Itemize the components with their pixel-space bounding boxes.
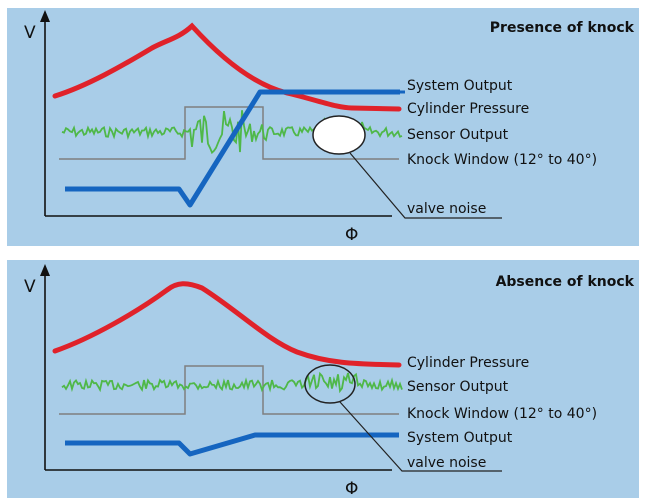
cylinder-pressure-curve: [52, 22, 402, 112]
label-knock-window: Knock Window (12° to 40°): [407, 406, 597, 422]
label-valve-noise: valve noise: [407, 201, 486, 217]
label-cylinder-pressure: Cylinder Pressure: [407, 101, 529, 117]
system-output-line: [65, 432, 399, 457]
valve-noise-leader: [349, 152, 502, 219]
valve-noise-ellipse: [304, 364, 356, 404]
label-cylinder-pressure: Cylinder Pressure: [407, 355, 529, 371]
label-system-output: System Output: [407, 430, 513, 446]
cylinder-pressure-curve: [52, 281, 402, 368]
valve-noise-ellipse: [312, 115, 366, 155]
diagram-absence-of-knock: V Φ Absence of knock Cylinder Pressure S…: [24, 264, 635, 498]
knock-window-line: [59, 365, 399, 415]
y-axis-label: V: [24, 277, 36, 297]
label-system-output: System Output: [407, 78, 513, 94]
panel-presence-of-knock: V Φ Presence of knock System Output Cyli…: [7, 8, 639, 246]
system-output-line: [65, 89, 400, 208]
y-axis-label: V: [24, 23, 36, 43]
panel-title: Presence of knock: [490, 20, 635, 36]
valve-noise-leader: [339, 401, 502, 472]
y-axis-arrow-icon: [40, 264, 50, 276]
diagram-presence-of-knock: V Φ Presence of knock System Output Cyli…: [24, 10, 635, 245]
x-axis-label: Φ: [345, 225, 358, 245]
sensor-output-signal: [61, 371, 403, 394]
panel-title: Absence of knock: [496, 274, 635, 290]
panel-absence-of-knock: V Φ Absence of knock Cylinder Pressure S…: [7, 260, 639, 498]
label-knock-window: Knock Window (12° to 40°): [407, 152, 597, 168]
x-axis-label: Φ: [345, 479, 358, 498]
label-valve-noise: valve noise: [407, 455, 486, 471]
y-axis-arrow-icon: [40, 10, 50, 22]
label-sensor-output: Sensor Output: [407, 127, 509, 143]
label-sensor-output: Sensor Output: [407, 379, 509, 395]
knock-window-line: [59, 106, 399, 160]
